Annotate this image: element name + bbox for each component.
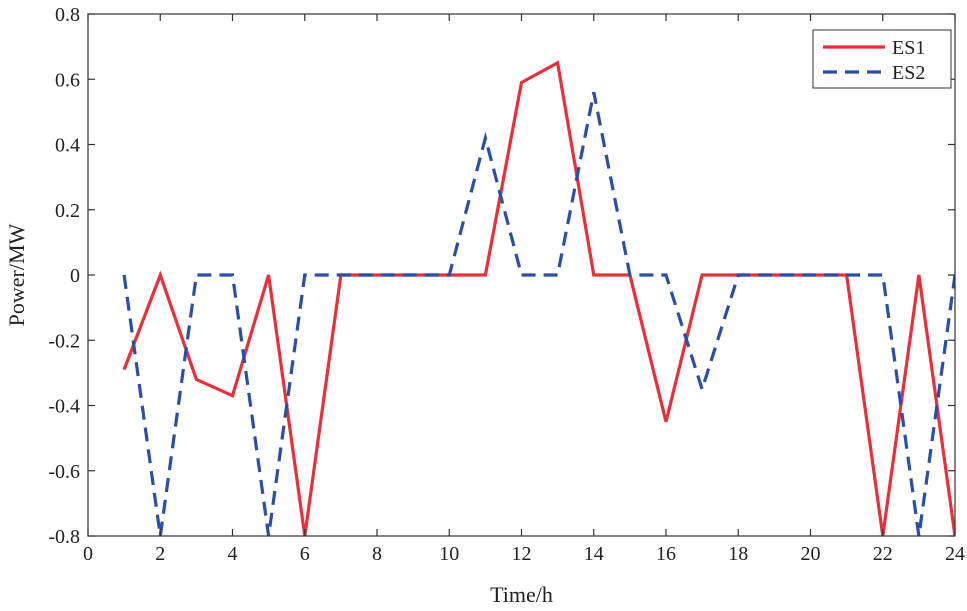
series-line-es1 [122,60,955,537]
series-layer [122,60,955,537]
y-tick-label: 0.6 [55,69,80,91]
x-tick-label: 20 [801,543,821,565]
x-tick-label: 6 [300,543,310,565]
y-tick-label: 0.2 [55,200,80,222]
series-line-es2 [122,91,955,537]
x-tick-label: 10 [439,543,459,565]
y-tick-label: -0.2 [48,330,80,352]
y-tick-label: 0.4 [55,135,80,157]
legend-label-es1: ES1 [892,37,925,59]
x-tick-label: 16 [656,543,676,565]
x-tick-label: 22 [873,543,893,565]
x-axis-label: Time/h [490,582,553,607]
x-tick-label: 18 [728,543,748,565]
legend-label-es2: ES2 [892,62,925,84]
x-tick-label: 2 [155,543,165,565]
axes-layer: 0 2 4 6 8 10 12 14 16 18 20 22 24-0.8-0.6-0.4-0.200.… [48,4,965,565]
y-tick-label: -0.8 [48,526,80,548]
x-tick-label: 4 [228,543,238,565]
y-tick-label: 0.8 [55,4,80,26]
x-tick-label: 12 [512,543,532,565]
y-tick-label: 0 [70,265,80,287]
x-tick-label: 8 [372,543,382,565]
x-tick-label: 24 [945,543,965,565]
x-tick-label: 14 [584,543,604,565]
y-axis-label: Power/MW [4,223,29,326]
legend-box [812,29,952,89]
x-tick-label: 0 [83,543,93,565]
y-tick-label: -0.6 [48,461,80,483]
y-tick-label: -0.4 [48,396,80,418]
